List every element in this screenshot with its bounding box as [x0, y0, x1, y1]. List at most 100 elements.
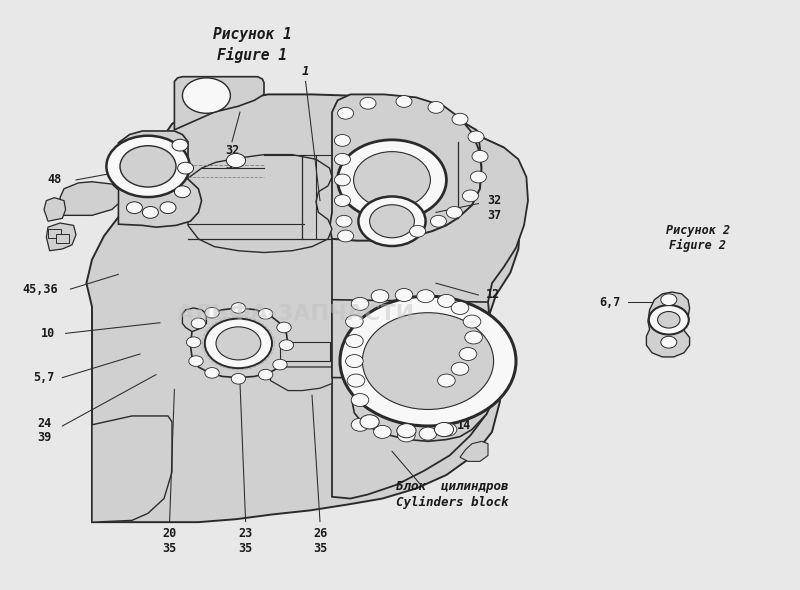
Circle shape — [395, 289, 413, 301]
Circle shape — [338, 107, 354, 119]
Circle shape — [658, 312, 680, 328]
Circle shape — [398, 429, 415, 442]
Circle shape — [661, 294, 677, 306]
Circle shape — [226, 153, 246, 168]
Bar — [56, 234, 69, 243]
Circle shape — [189, 356, 203, 366]
Text: 37: 37 — [225, 159, 239, 172]
Circle shape — [470, 171, 486, 183]
Circle shape — [417, 290, 434, 303]
Circle shape — [360, 415, 379, 429]
Circle shape — [334, 195, 350, 206]
Circle shape — [216, 327, 261, 360]
Circle shape — [430, 215, 446, 227]
Polygon shape — [174, 77, 264, 130]
Circle shape — [340, 296, 516, 426]
Circle shape — [346, 335, 363, 348]
Circle shape — [354, 152, 430, 208]
Polygon shape — [92, 416, 172, 522]
Circle shape — [106, 136, 190, 197]
Circle shape — [462, 190, 478, 202]
Circle shape — [174, 186, 190, 198]
Circle shape — [338, 230, 354, 242]
Polygon shape — [60, 182, 118, 215]
Text: Figure 2: Figure 2 — [669, 239, 726, 252]
Circle shape — [428, 101, 444, 113]
Circle shape — [661, 336, 677, 348]
Circle shape — [468, 131, 484, 143]
Text: 35: 35 — [162, 542, 177, 555]
Circle shape — [459, 348, 477, 360]
Circle shape — [205, 307, 219, 318]
Circle shape — [338, 140, 446, 220]
Circle shape — [231, 303, 246, 313]
Circle shape — [358, 196, 426, 246]
Bar — [48, 229, 61, 238]
Circle shape — [438, 374, 455, 387]
Text: 20: 20 — [162, 527, 177, 540]
Text: 32: 32 — [487, 194, 502, 207]
Circle shape — [463, 315, 481, 328]
Text: 14: 14 — [457, 419, 471, 432]
Text: 35: 35 — [313, 542, 327, 555]
Text: АЛЬФА-ЗАПЧАСТИ: АЛЬФА-ЗАПЧАСТИ — [177, 304, 415, 324]
Circle shape — [397, 424, 416, 438]
Circle shape — [438, 294, 455, 307]
Text: 35: 35 — [238, 542, 253, 555]
Circle shape — [396, 96, 412, 107]
Circle shape — [451, 301, 469, 314]
Circle shape — [186, 337, 201, 348]
Circle shape — [370, 205, 414, 238]
Circle shape — [142, 206, 158, 218]
Circle shape — [231, 373, 246, 384]
Bar — [280, 342, 330, 361]
Polygon shape — [332, 136, 528, 499]
Text: 48: 48 — [47, 173, 62, 186]
Circle shape — [434, 422, 454, 437]
Circle shape — [649, 305, 689, 335]
Circle shape — [419, 427, 437, 440]
Circle shape — [191, 318, 206, 329]
Circle shape — [351, 418, 369, 431]
Text: Блок  цилиндров: Блок цилиндров — [396, 480, 508, 493]
Polygon shape — [330, 94, 482, 241]
Polygon shape — [190, 308, 288, 378]
Text: 32: 32 — [225, 144, 239, 157]
Polygon shape — [46, 223, 76, 251]
Polygon shape — [188, 155, 332, 253]
Circle shape — [336, 215, 352, 227]
Polygon shape — [118, 131, 202, 227]
Circle shape — [472, 150, 488, 162]
Circle shape — [465, 331, 482, 344]
Circle shape — [439, 423, 457, 436]
Circle shape — [362, 313, 494, 409]
Circle shape — [374, 425, 391, 438]
Circle shape — [360, 97, 376, 109]
Text: Рисунок 2: Рисунок 2 — [666, 224, 730, 237]
Text: Figure 1: Figure 1 — [217, 47, 287, 63]
Circle shape — [334, 153, 350, 165]
Circle shape — [205, 319, 272, 368]
Circle shape — [334, 135, 350, 146]
Circle shape — [178, 162, 194, 174]
Text: 12: 12 — [486, 289, 500, 301]
Circle shape — [120, 146, 176, 187]
Circle shape — [334, 174, 350, 186]
Text: 23: 23 — [238, 527, 253, 540]
Text: 6,7: 6,7 — [599, 296, 620, 309]
Text: 26: 26 — [313, 527, 327, 540]
Polygon shape — [86, 94, 520, 522]
Polygon shape — [460, 441, 488, 461]
Circle shape — [346, 355, 363, 368]
Circle shape — [451, 362, 469, 375]
Polygon shape — [646, 292, 690, 357]
Text: 1: 1 — [302, 65, 310, 78]
Circle shape — [351, 297, 369, 310]
Circle shape — [446, 206, 462, 218]
Circle shape — [273, 359, 287, 370]
Text: Cylinders block: Cylinders block — [396, 496, 508, 509]
Circle shape — [126, 202, 142, 214]
Polygon shape — [270, 367, 332, 391]
Circle shape — [258, 369, 273, 380]
Polygon shape — [44, 198, 66, 221]
